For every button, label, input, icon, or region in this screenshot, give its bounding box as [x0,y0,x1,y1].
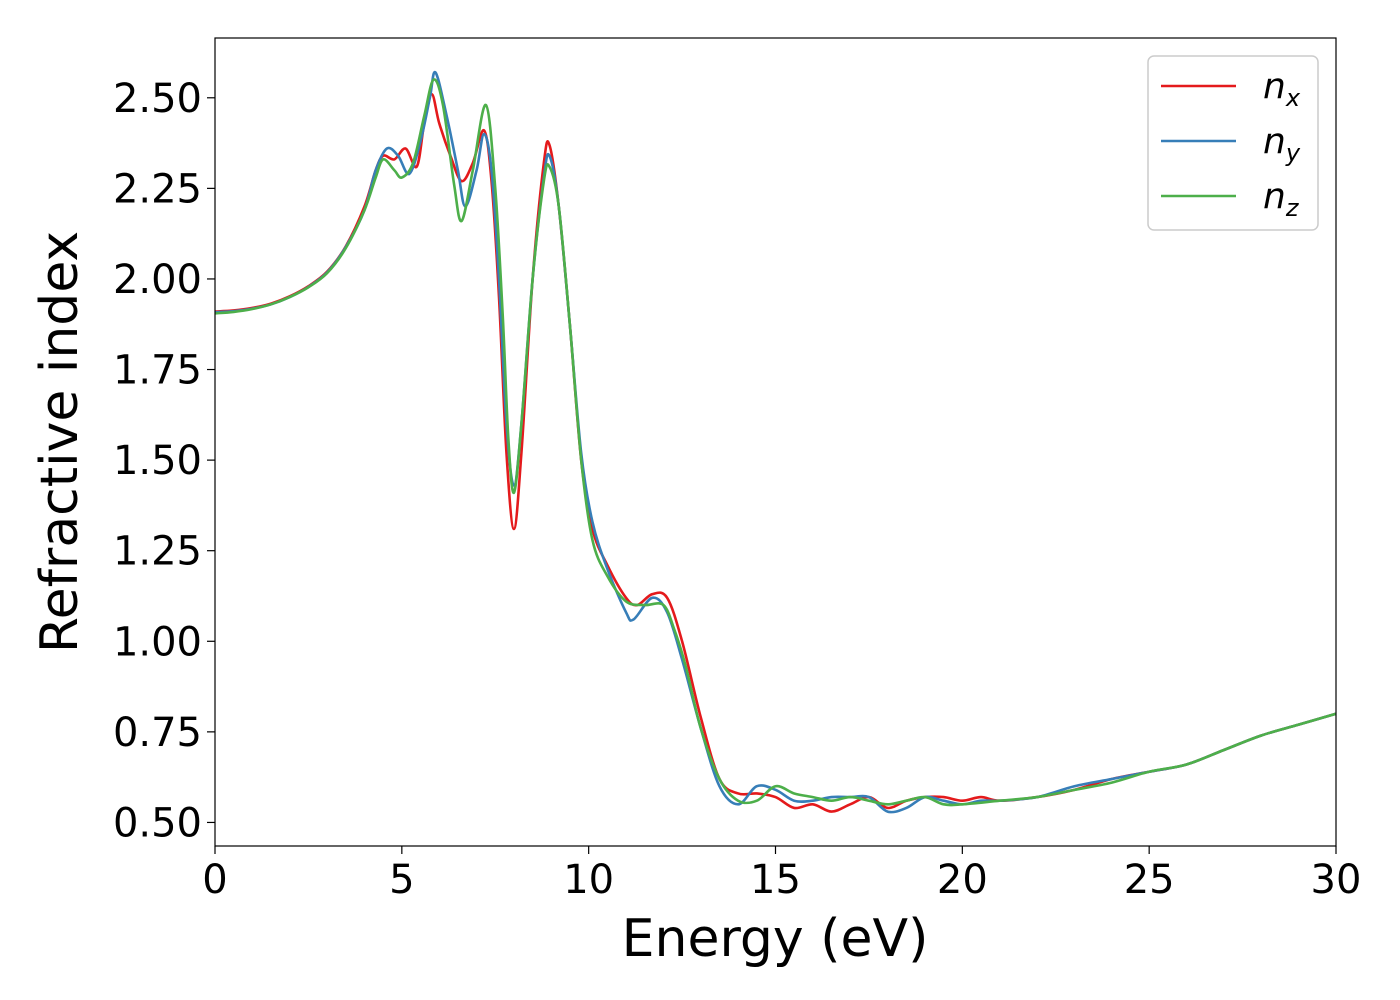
legend-symbol: n [1263,176,1286,217]
y-axis-ticks: 0.50 0.75 1.00 1.25 1.50 1.75 2.00 2.25 2.50 [113,76,215,846]
y-axis-label: Refractive index [30,231,90,653]
legend-label-nz: nz [1263,176,1300,222]
x-tick-label: 0 [202,857,227,903]
x-tick-label: 30 [1311,857,1362,903]
y-tick-label: 1.50 [113,438,202,484]
y-tick-label: 0.75 [113,710,202,756]
legend-frame [1147,55,1319,231]
y-tick-label: 2.00 [113,257,202,303]
y-tick-label: 1.00 [113,619,202,665]
x-axis-ticks: 0 5 10 15 20 25 30 [202,846,1361,903]
x-tick-label: 10 [563,857,614,903]
legend-symbol: n [1263,66,1286,107]
series-line-nz [214,78,1337,807]
x-tick-label: 25 [1124,857,1175,903]
legend-label-nx: nx [1263,66,1301,112]
legend-label-ny: ny [1263,121,1301,167]
legend-subscript: z [1285,194,1300,222]
legend-symbol: n [1263,121,1286,162]
series-layer [214,70,1337,814]
legend-subscript: y [1285,139,1301,167]
x-axis-label: Energy (eV) [622,909,929,969]
y-tick-label: 0.50 [113,800,202,846]
y-tick-label: 2.25 [113,166,202,212]
y-tick-label: 1.25 [113,529,202,575]
y-tick-label: 1.75 [113,348,202,394]
y-tick-label: 2.50 [113,76,202,122]
x-tick-label: 15 [750,857,801,903]
x-tick-label: 20 [937,857,988,903]
x-tick-label: 5 [389,857,414,903]
legend-subscript: x [1285,84,1301,112]
